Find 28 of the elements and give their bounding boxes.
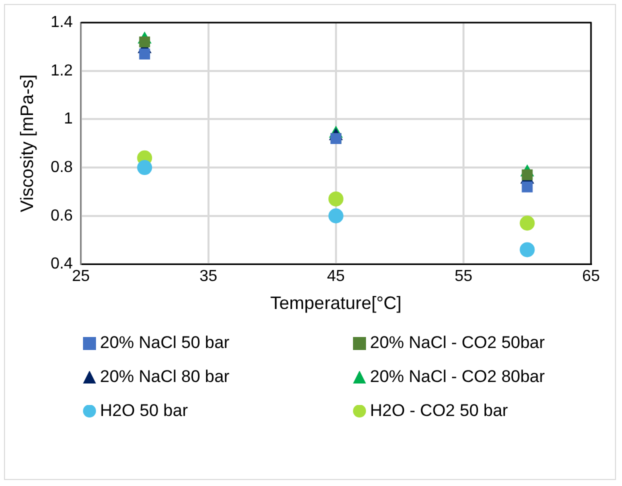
legend-label: H2O 50 bar [100, 401, 188, 421]
x-axis-title: Temperature[°C] [270, 293, 402, 314]
point [328, 191, 344, 206]
legend-label: 20% NaCl - CO2 80bar [370, 367, 545, 387]
y-tick-label: 1 [64, 110, 73, 128]
point [522, 181, 533, 192]
point [137, 160, 152, 176]
legend-label: 20% NaCl - CO2 50bar [370, 333, 545, 353]
y-axis-title: Viscosity [mPa-s] [16, 74, 37, 212]
y-tick-label: 1.4 [50, 14, 73, 32]
x-tick-label: 55 [454, 268, 472, 286]
legend-label: 20% NaCl 50 bar [100, 333, 230, 353]
y-tick-label: 0.8 [50, 158, 73, 176]
legend-label: 20% NaCl 80 bar [100, 367, 230, 387]
point [520, 242, 535, 258]
x-tick-label: 45 [327, 268, 345, 286]
y-tick-label: 0.6 [50, 207, 73, 224]
point [520, 216, 535, 231]
x-tick-label: 35 [199, 268, 218, 286]
point [328, 208, 344, 224]
y-tick-label: 1.2 [50, 62, 73, 80]
point [139, 36, 150, 48]
legend-label: H2O - CO2 50 bar [370, 401, 508, 421]
point [139, 48, 150, 60]
x-tick-label: 25 [72, 268, 90, 286]
y-tick-label: 0.4 [50, 256, 73, 273]
x-tick-label: 65 [582, 268, 600, 286]
point [522, 169, 533, 180]
